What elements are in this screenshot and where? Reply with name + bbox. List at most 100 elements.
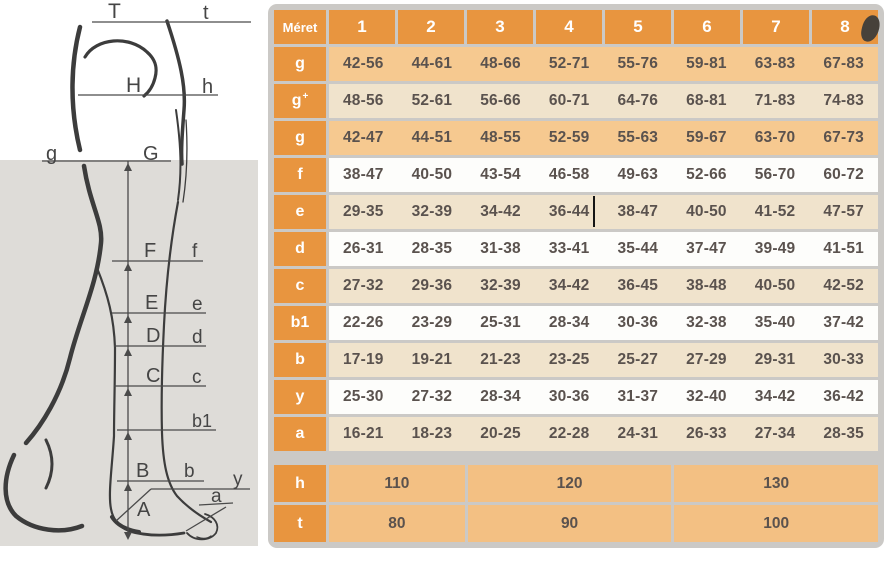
- row-band: 17-19 19-21 21-23 23-25 25-27 27-29 29-31 30-33: [329, 343, 878, 377]
- label-H: H: [126, 74, 141, 97]
- label-e: e: [192, 294, 203, 315]
- size-range-cell: 42-56: [342, 55, 384, 72]
- toes-outline: [186, 513, 219, 541]
- table-row: y 25-30 27-32 28-34 30-36 31-37 32-40 34-42 36-4…: [274, 380, 878, 414]
- size-range-cell: 27-34: [754, 425, 796, 442]
- size-range-cell: 36-45: [617, 277, 659, 294]
- size-range-cell: 24-31: [617, 425, 659, 442]
- row-band: 42-56 44-61 48-66 52-71 55-76 59-81 63-83 67-83: [329, 47, 878, 81]
- label-d: d: [192, 327, 203, 348]
- table-row: b 17-19 19-21 21-23 23-25 25-27 27-29 29-31 30-3…: [274, 343, 878, 377]
- row-label: y: [274, 380, 326, 414]
- row-label: h: [274, 465, 326, 502]
- merged-row-band: 80 90 100: [329, 505, 878, 542]
- size-range-cell: 56-66: [480, 92, 521, 109]
- table-row: g 42-56 44-61 48-66 52-71 55-76 59-81 63-83 67-8…: [274, 47, 878, 81]
- size-range-cell: 48-55: [480, 129, 521, 146]
- label-E: E: [145, 292, 158, 314]
- row-label: c: [274, 269, 326, 303]
- size-range-cell: 28-34: [548, 314, 590, 331]
- size-range-cell: 38-47: [617, 203, 659, 220]
- table-row: g 42-47 44-51 48-55 52-59 55-63 59-67 63-70 67-7…: [274, 121, 878, 155]
- label-T: T: [108, 0, 121, 23]
- size-range-cell: 42-47: [342, 129, 384, 146]
- size-range-cell: 40-50: [686, 203, 727, 220]
- label-B: B: [136, 460, 149, 482]
- size-column-header: 6: [674, 10, 740, 44]
- size-range-cell: 28-35: [823, 425, 865, 442]
- size-range-cell: 22-28: [548, 425, 590, 442]
- size-range-cell: 28-35: [411, 240, 453, 257]
- size-range-cell: 44-61: [411, 55, 453, 72]
- row-label: b: [274, 343, 326, 377]
- size-range-cell: 48-56: [342, 92, 384, 109]
- label-a: a: [211, 486, 222, 507]
- size-range-cell: 55-76: [617, 55, 659, 72]
- size-range-cell: 25-30: [342, 388, 384, 405]
- size-range-cell: 25-27: [617, 351, 659, 368]
- size-range-cell: 26-33: [686, 425, 727, 442]
- row-band: 25-30 27-32 28-34 30-36 31-37 32-40 34-42 36-42: [329, 380, 878, 414]
- label-C: C: [146, 365, 160, 387]
- size-range-cell: 60-72: [823, 166, 865, 183]
- row-band: 42-47 44-51 48-55 52-59 55-63 59-67 63-70 67-73: [329, 121, 878, 155]
- size-range-cell: 43-54: [480, 166, 521, 183]
- size-range-cell: 74-83: [823, 92, 865, 109]
- size-range-cell: 33-41: [548, 240, 590, 257]
- row-label: t: [274, 505, 326, 542]
- size-range-cell: 44-51: [411, 129, 453, 146]
- size-range-cell: 32-39: [480, 277, 521, 294]
- row-band: 29-35 32-39 34-42 36-44 38-47 40-50 41-52 47-57: [329, 195, 878, 229]
- merged-value-cell: 100: [674, 505, 878, 542]
- size-range-cell: 23-25: [548, 351, 590, 368]
- size-range-cell: 55-63: [617, 129, 659, 146]
- size-range-cell: 26-31: [342, 240, 384, 257]
- label-y: y: [233, 469, 243, 490]
- size-header-cell: Méret: [274, 10, 326, 44]
- size-range-cell: 37-47: [686, 240, 727, 257]
- size-range-cell: 20-25: [480, 425, 521, 442]
- size-column-header: 2: [398, 10, 464, 44]
- size-range-cell: 22-26: [342, 314, 384, 331]
- size-range-cell: 35-44: [617, 240, 659, 257]
- leg-outline: [3, 19, 219, 541]
- row-band: 26-31 28-35 31-38 33-41 35-44 37-47 39-49 41-51: [329, 232, 878, 266]
- merged-value-cell: 110: [329, 465, 465, 502]
- size-column-header: 4: [536, 10, 602, 44]
- table-row: b1 22-26 23-29 25-31 28-34 30-36 32-38 35-40 37-…: [274, 306, 878, 340]
- size-range-cell: 28-34: [480, 388, 521, 405]
- size-range-cell: 40-50: [411, 166, 453, 183]
- size-range-cell: 32-40: [686, 388, 727, 405]
- size-range-cell: 41-51: [823, 240, 865, 257]
- size-range-cell: 34-42: [754, 388, 796, 405]
- row-band: 48-56 52-61 56-66 60-71 64-76 68-81 71-83 74-83: [329, 84, 878, 118]
- size-range-cell: 17-19: [342, 351, 384, 368]
- row-label: e: [274, 195, 326, 229]
- label-b1: b1: [192, 411, 212, 431]
- ankle-crease: [44, 438, 54, 490]
- size-range-cell: 34-42: [548, 277, 590, 294]
- merged-row-band: 110 120 130: [329, 465, 878, 502]
- size-range-cell: 35-40: [754, 314, 796, 331]
- size-range-cell: 30-33: [823, 351, 865, 368]
- size-range-cell: 29-36: [411, 277, 453, 294]
- size-range-cell: 27-32: [342, 277, 384, 294]
- size-range-cell: 38-48: [686, 277, 727, 294]
- size-range-cell: 18-23: [411, 425, 453, 442]
- size-column-header: 7: [743, 10, 809, 44]
- label-F: F: [144, 240, 156, 262]
- size-range-cell: 32-38: [686, 314, 727, 331]
- size-range-cell: 30-36: [548, 388, 590, 405]
- table-row: f 38-47 40-50 43-54 46-58 49-63 52-66 56-70 60-7…: [274, 158, 878, 192]
- ruler-arrowheads: [124, 163, 132, 540]
- text-cursor: [593, 196, 595, 227]
- label-c: c: [192, 367, 202, 388]
- size-range-cell: 48-66: [480, 55, 521, 72]
- size-range-cell: 19-21: [411, 351, 453, 368]
- merged-value-cell: 120: [467, 465, 672, 502]
- size-range-cell: 47-57: [823, 203, 865, 220]
